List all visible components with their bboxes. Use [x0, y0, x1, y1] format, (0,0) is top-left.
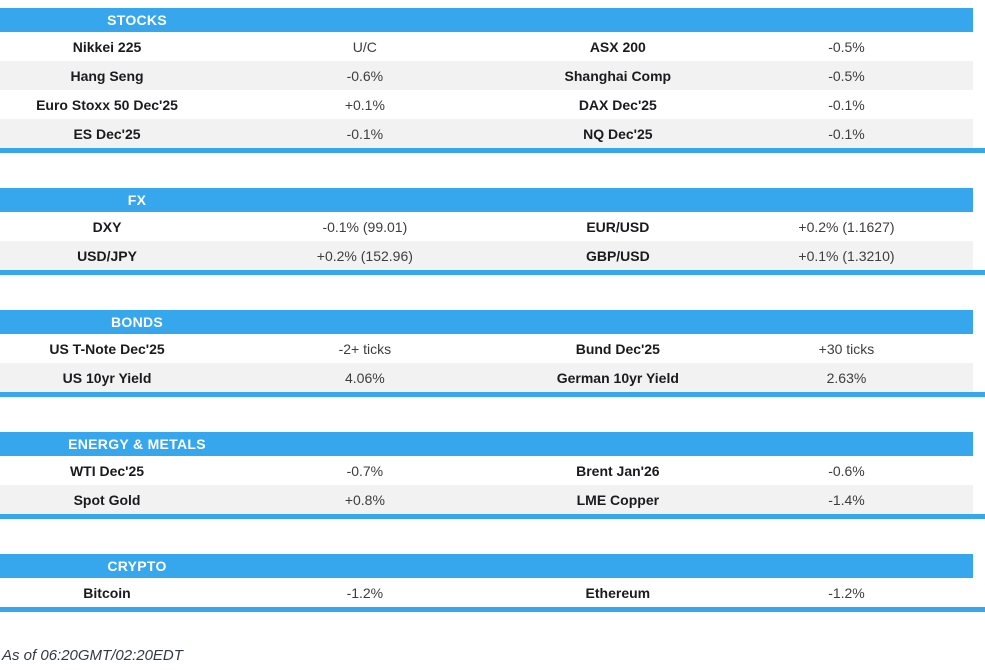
instrument-value: -0.1% [828, 125, 865, 142]
section-rows: US T-Note Dec'25 -2+ ticks Bund Dec'25 +… [0, 334, 973, 392]
instrument-label: Nikkei 225 [72, 38, 142, 55]
instrument-label: Bitcoin [83, 584, 131, 601]
instrument-label: Spot Gold [73, 491, 141, 508]
instrument-label: Hang Seng [70, 67, 144, 84]
table-row: Euro Stoxx 50 Dec'25 +0.1% DAX Dec'25 -0… [0, 90, 973, 119]
instrument-label: DAX Dec'25 [578, 96, 657, 113]
market-section: BONDS US T-Note Dec'25 -2+ ticks Bund De… [0, 310, 985, 397]
instrument-label: ES Dec'25 [73, 125, 141, 142]
instrument-value: +0.2% (1.1627) [798, 218, 895, 235]
instrument-value: -1.2% [346, 584, 384, 601]
as-of-timestamp: As of 06:20GMT/02:20EDT [2, 647, 183, 664]
section-title: CRYPTO [107, 558, 167, 574]
market-section: ENERGY & METALS WTI Dec'25 -0.7% Brent J… [0, 432, 985, 519]
table-row: Bitcoin -1.2% Ethereum -1.2% [0, 578, 973, 607]
instrument-label: EUR/USD [586, 218, 650, 235]
section-divider [0, 607, 985, 612]
section-rows: Bitcoin -1.2% Ethereum -1.2% [0, 578, 973, 607]
instrument-value: 4.06% [345, 369, 385, 386]
instrument-value: +0.1% (1.3210) [798, 247, 895, 264]
section-header: ENERGY & METALS [0, 432, 973, 456]
instrument-value: -1.2% [828, 584, 865, 601]
instrument-label: GBP/USD [585, 247, 650, 264]
section-header: STOCKS [0, 8, 973, 32]
table-row: Hang Seng -0.6% Shanghai Comp -0.5% [0, 61, 973, 90]
market-section: STOCKS Nikkei 225 U/C ASX 200 -0.5% Hang… [0, 8, 985, 153]
instrument-value: -0.5% [828, 67, 865, 84]
instrument-value: -0.1% [346, 125, 384, 142]
instrument-value: -0.7% [346, 462, 384, 479]
instrument-label: German 10yr Yield [556, 369, 679, 386]
instrument-label: DXY [92, 218, 122, 235]
table-row: DXY -0.1% (99.01) EUR/USD +0.2% (1.1627) [0, 212, 973, 241]
instrument-label: Shanghai Comp [564, 67, 672, 84]
instrument-label: ASX 200 [589, 38, 646, 55]
instrument-value: -0.1% (99.01) [322, 218, 408, 235]
instrument-label: Brent Jan'26 [576, 462, 660, 479]
section-divider [0, 514, 985, 519]
instrument-label: US T-Note Dec'25 [49, 340, 165, 357]
instrument-value: -0.1% [828, 96, 865, 113]
instrument-label: Euro Stoxx 50 Dec'25 [36, 96, 178, 113]
section-divider [0, 148, 985, 153]
instrument-value: -1.4% [828, 491, 865, 508]
instrument-value: -0.6% [346, 67, 384, 84]
market-sections: STOCKS Nikkei 225 U/C ASX 200 -0.5% Hang… [0, 8, 985, 612]
section-title: ENERGY & METALS [68, 436, 206, 452]
instrument-value: U/C [352, 38, 377, 55]
instrument-label: WTI Dec'25 [69, 462, 145, 479]
instrument-label: Ethereum [585, 584, 651, 601]
section-header: BONDS [0, 310, 973, 334]
instrument-label: LME Copper [576, 491, 660, 508]
market-section: FX DXY -0.1% (99.01) EUR/USD +0.2% (1.16… [0, 188, 985, 275]
section-title: STOCKS [107, 12, 167, 28]
instrument-label: Bund Dec'25 [575, 340, 660, 357]
instrument-value: -0.5% [828, 38, 865, 55]
section-title: FX [127, 192, 147, 208]
table-row: WTI Dec'25 -0.7% Brent Jan'26 -0.6% [0, 456, 973, 485]
table-row: Spot Gold +0.8% LME Copper -1.4% [0, 485, 973, 514]
instrument-label: USD/JPY [77, 247, 137, 264]
instrument-value: -2+ ticks [338, 340, 392, 357]
table-row: Nikkei 225 U/C ASX 200 -0.5% [0, 32, 973, 61]
table-row: ES Dec'25 -0.1% NQ Dec'25 -0.1% [0, 119, 973, 148]
instrument-value: 2.63% [826, 369, 867, 386]
table-row: US 10yr Yield 4.06% German 10yr Yield 2.… [0, 363, 973, 392]
instrument-value: +0.2% (152.96) [316, 247, 413, 264]
instrument-value: +0.8% [344, 491, 385, 508]
section-divider [0, 392, 985, 397]
instrument-label: NQ Dec'25 [583, 125, 653, 142]
instrument-label: US 10yr Yield [62, 369, 152, 386]
section-title: BONDS [110, 314, 164, 330]
instrument-value: +30 ticks [818, 340, 875, 357]
section-rows: Nikkei 225 U/C ASX 200 -0.5% Hang Seng -… [0, 32, 973, 148]
table-row: USD/JPY +0.2% (152.96) GBP/USD +0.1% (1.… [0, 241, 973, 270]
instrument-value: -0.6% [828, 462, 865, 479]
section-header: CRYPTO [0, 554, 973, 578]
market-section: CRYPTO Bitcoin -1.2% Ethereum -1.2% [0, 554, 985, 612]
section-rows: WTI Dec'25 -0.7% Brent Jan'26 -0.6% Spot… [0, 456, 973, 514]
table-row: US T-Note Dec'25 -2+ ticks Bund Dec'25 +… [0, 334, 973, 363]
section-rows: DXY -0.1% (99.01) EUR/USD +0.2% (1.1627)… [0, 212, 973, 270]
section-header: FX [0, 188, 973, 212]
section-divider [0, 270, 985, 275]
instrument-value: +0.1% [344, 96, 385, 113]
